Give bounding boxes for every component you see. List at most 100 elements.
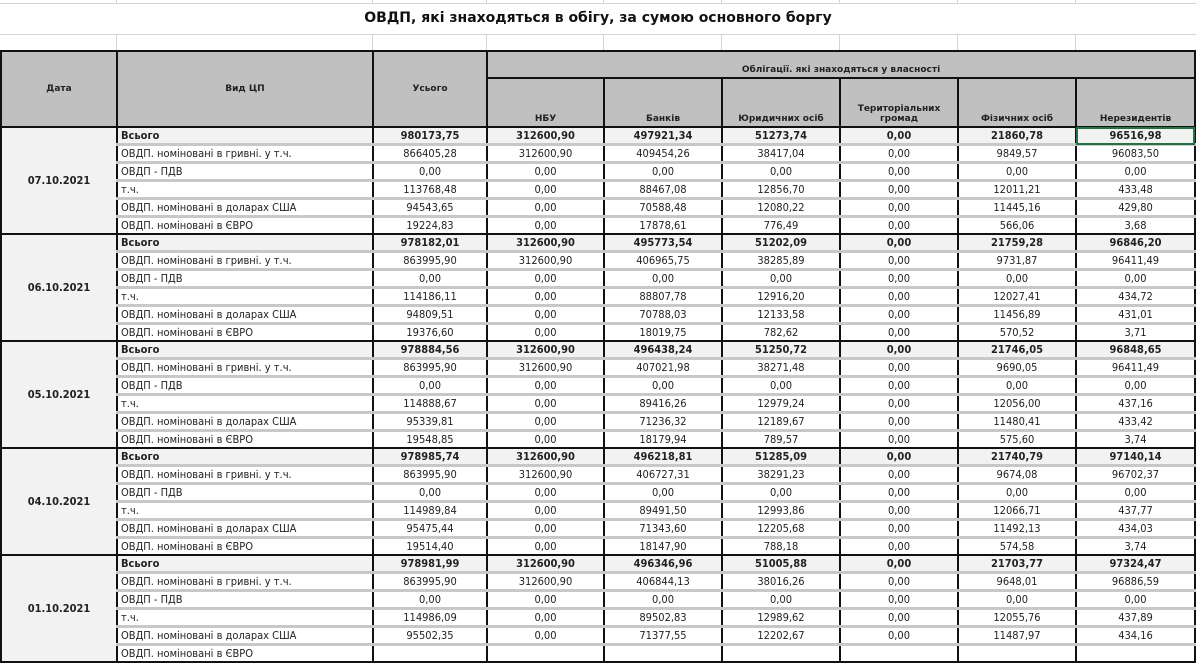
individuals-cell[interactable]: 11487,97 (957, 626, 1077, 646)
legal-entities-cell[interactable]: 51285,09 (721, 448, 841, 467)
legal-entities-cell[interactable]: 776,49 (721, 216, 841, 235)
banks-cell[interactable]: 0,00 (603, 162, 723, 182)
date-cell[interactable]: 06.10.2021 (0, 234, 118, 342)
nbu-cell[interactable]: 0,00 (486, 376, 605, 396)
banks-cell[interactable]: 71377,55 (603, 626, 723, 646)
nonresidents-cell[interactable]: 0,00 (1075, 269, 1196, 289)
type-cell[interactable]: ОВДП. номіновані в ЄВРО (116, 537, 374, 556)
nonresidents-cell[interactable]: 431,01 (1075, 305, 1196, 325)
total-cell[interactable]: 978981,99 (372, 555, 488, 574)
nbu-cell[interactable]: 0,00 (486, 501, 605, 521)
legal-entities-cell[interactable]: 12979,24 (721, 394, 841, 414)
banks-cell[interactable]: 18019,75 (603, 323, 723, 342)
legal-entities-cell[interactable]: 38271,48 (721, 358, 841, 378)
territorial-communities-cell[interactable]: 0,00 (839, 323, 959, 342)
nbu-cell[interactable]: 312600,90 (486, 234, 605, 253)
individuals-cell[interactable]: 9849,57 (957, 144, 1077, 164)
header-individuals[interactable]: Фізичних осіб (957, 77, 1077, 128)
territorial-communities-cell[interactable]: 0,00 (839, 555, 959, 574)
total-cell[interactable]: 19376,60 (372, 323, 488, 342)
territorial-communities-cell[interactable]: 0,00 (839, 127, 959, 146)
nonresidents-cell[interactable]: 433,42 (1075, 412, 1196, 432)
nonresidents-cell[interactable]: 96846,20 (1075, 234, 1196, 253)
territorial-communities-cell[interactable]: 0,00 (839, 537, 959, 556)
territorial-communities-cell[interactable]: 0,00 (839, 144, 959, 164)
individuals-cell[interactable]: 21703,77 (957, 555, 1077, 574)
nonresidents-cell[interactable]: 3,74 (1075, 537, 1196, 556)
individuals-cell[interactable]: 21740,79 (957, 448, 1077, 467)
type-cell[interactable]: Всього (116, 448, 374, 467)
total-cell[interactable] (372, 644, 488, 663)
banks-cell[interactable]: 495773,54 (603, 234, 723, 253)
nonresidents-cell[interactable]: 97324,47 (1075, 555, 1196, 574)
date-cell[interactable]: 01.10.2021 (0, 555, 118, 663)
territorial-communities-cell[interactable]: 0,00 (839, 180, 959, 200)
legal-entities-cell[interactable]: 12993,86 (721, 501, 841, 521)
header-date[interactable]: Дата (0, 50, 118, 128)
nbu-cell[interactable]: 0,00 (486, 626, 605, 646)
total-cell[interactable]: 863995,90 (372, 465, 488, 485)
nbu-cell[interactable]: 0,00 (486, 483, 605, 503)
nonresidents-cell[interactable]: 97140,14 (1075, 448, 1196, 467)
nonresidents-cell[interactable]: 0,00 (1075, 162, 1196, 182)
nonresidents-cell[interactable]: 0,00 (1075, 483, 1196, 503)
territorial-communities-cell[interactable]: 0,00 (839, 519, 959, 539)
territorial-communities-cell[interactable]: 0,00 (839, 412, 959, 432)
individuals-cell[interactable]: 9690,05 (957, 358, 1077, 378)
banks-cell[interactable]: 71343,60 (603, 519, 723, 539)
total-cell[interactable]: 114989,84 (372, 501, 488, 521)
nbu-cell[interactable]: 312600,90 (486, 358, 605, 378)
type-cell[interactable]: ОВДП. номіновані в гривні. у т.ч. (116, 465, 374, 485)
banks-cell[interactable]: 496218,81 (603, 448, 723, 467)
total-cell[interactable]: 19514,40 (372, 537, 488, 556)
header-legal-entities[interactable]: Юридичних осіб (721, 77, 841, 128)
type-cell[interactable]: Всього (116, 555, 374, 574)
total-cell[interactable]: 0,00 (372, 269, 488, 289)
type-cell[interactable]: т.ч. (116, 287, 374, 307)
type-cell[interactable]: ОВДП. номіновані в гривні. у т.ч. (116, 144, 374, 164)
legal-entities-cell[interactable]: 12133,58 (721, 305, 841, 325)
individuals-cell[interactable]: 12056,00 (957, 394, 1077, 414)
nonresidents-cell[interactable]: 96848,65 (1075, 341, 1196, 360)
legal-entities-cell[interactable]: 12080,22 (721, 198, 841, 218)
total-cell[interactable]: 95475,44 (372, 519, 488, 539)
nonresidents-cell[interactable]: 96516,98 (1075, 127, 1196, 146)
nonresidents-cell[interactable]: 0,00 (1075, 376, 1196, 396)
nonresidents-cell[interactable]: 434,03 (1075, 519, 1196, 539)
nbu-cell[interactable]: 0,00 (486, 537, 605, 556)
individuals-cell[interactable]: 0,00 (957, 483, 1077, 503)
individuals-cell[interactable]: 0,00 (957, 269, 1077, 289)
banks-cell[interactable]: 0,00 (603, 269, 723, 289)
type-cell[interactable]: ОВДП. номіновані в ЄВРО (116, 216, 374, 235)
nonresidents-cell[interactable]: 96083,50 (1075, 144, 1196, 164)
header-total[interactable]: Усього (372, 50, 488, 128)
total-cell[interactable]: 978182,01 (372, 234, 488, 253)
total-cell[interactable]: 863995,90 (372, 358, 488, 378)
type-cell[interactable]: т.ч. (116, 180, 374, 200)
banks-cell[interactable]: 406965,75 (603, 251, 723, 271)
total-cell[interactable]: 0,00 (372, 483, 488, 503)
territorial-communities-cell[interactable]: 0,00 (839, 198, 959, 218)
total-cell[interactable]: 19224,83 (372, 216, 488, 235)
type-cell[interactable]: т.ч. (116, 394, 374, 414)
nbu-cell[interactable]: 0,00 (486, 590, 605, 610)
legal-entities-cell[interactable] (721, 644, 841, 663)
header-owners-group[interactable]: Облігації. які знаходяться у власності (486, 50, 1196, 79)
type-cell[interactable]: т.ч. (116, 608, 374, 628)
individuals-cell[interactable]: 9731,87 (957, 251, 1077, 271)
banks-cell[interactable]: 88467,08 (603, 180, 723, 200)
banks-cell[interactable]: 89416,26 (603, 394, 723, 414)
territorial-communities-cell[interactable]: 0,00 (839, 341, 959, 360)
type-cell[interactable]: ОВДП. номіновані в доларах США (116, 305, 374, 325)
header-type[interactable]: Вид ЦП (116, 50, 374, 128)
territorial-communities-cell[interactable]: 0,00 (839, 394, 959, 414)
type-cell[interactable]: ОВДП - ПДВ (116, 269, 374, 289)
banks-cell[interactable]: 70788,03 (603, 305, 723, 325)
nbu-cell[interactable]: 0,00 (486, 323, 605, 342)
nbu-cell[interactable]: 312600,90 (486, 555, 605, 574)
territorial-communities-cell[interactable]: 0,00 (839, 376, 959, 396)
territorial-communities-cell[interactable]: 0,00 (839, 465, 959, 485)
nbu-cell[interactable]: 0,00 (486, 394, 605, 414)
individuals-cell[interactable]: 12066,71 (957, 501, 1077, 521)
nonresidents-cell[interactable]: 437,16 (1075, 394, 1196, 414)
